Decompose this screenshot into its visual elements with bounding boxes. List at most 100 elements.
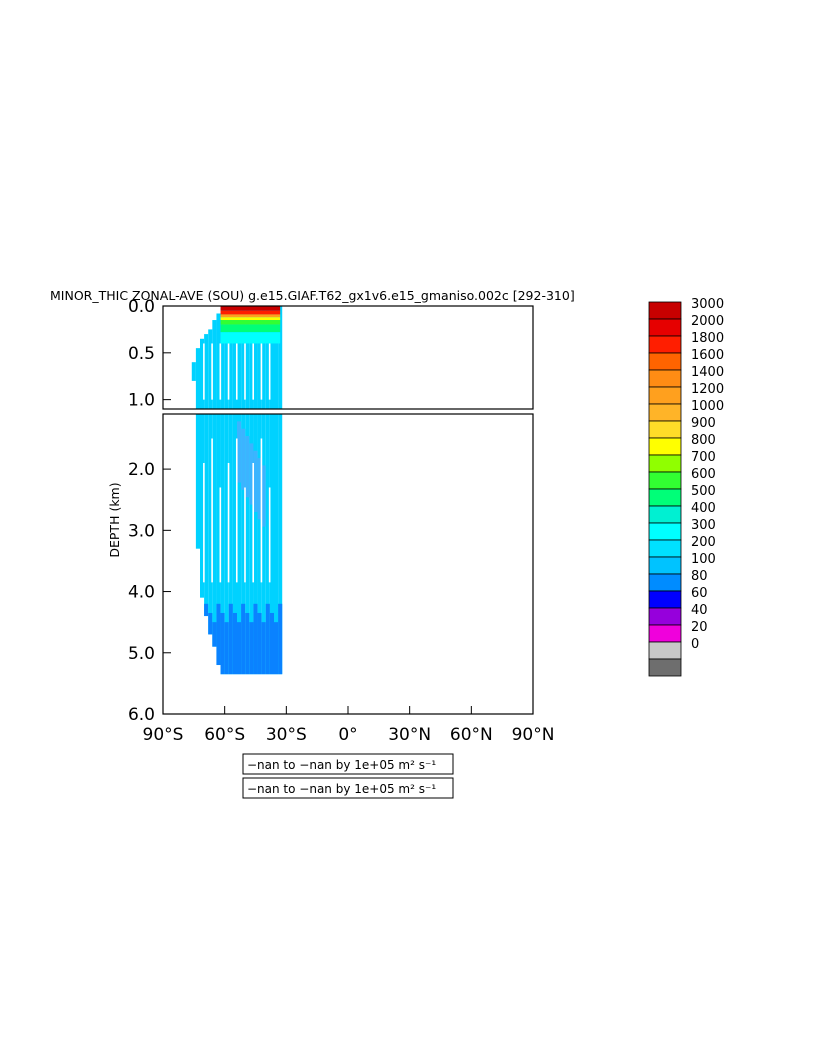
field-surface-band	[220, 320, 281, 325]
y-tick-label: 6.0	[128, 705, 155, 725]
field-column	[200, 414, 205, 598]
y-axis: 0.0 0.5 1.0 2.0 3.0 4.0 5.0 6.0	[128, 297, 171, 725]
field-column	[261, 414, 266, 675]
colorbar-label: 80	[691, 569, 708, 584]
field-column	[253, 306, 258, 409]
field-column	[274, 414, 279, 675]
colorbar-label: 1600	[691, 348, 724, 363]
colorbar-label: 0	[691, 637, 699, 652]
x-tick-label: 0°	[338, 725, 357, 745]
colorbar-swatch	[648, 488, 682, 507]
field-column	[269, 306, 274, 409]
field-column	[241, 414, 246, 675]
colorbar-label: 1000	[691, 399, 724, 414]
field-gap	[227, 462, 230, 583]
colorbar-swatch	[648, 590, 682, 609]
y-axis-label: DEPTH (km)	[107, 482, 122, 557]
field-column	[237, 306, 242, 409]
colorbar-label: 800	[691, 433, 716, 448]
colorbar-swatch	[648, 624, 682, 643]
colorbar-swatch	[648, 505, 682, 524]
field-column-deep	[208, 612, 213, 635]
field-column-deep	[249, 622, 254, 675]
colorbar-swatch	[648, 471, 682, 490]
field-column	[274, 306, 279, 409]
colorbar-label: 20	[691, 620, 708, 635]
colorbar-label: 500	[691, 484, 716, 499]
colorbar-swatch	[648, 369, 682, 388]
field-gap	[268, 487, 271, 583]
field-column	[220, 414, 225, 675]
field-surface-band	[220, 324, 281, 333]
field-column-deep	[241, 603, 246, 675]
colorbar-swatch	[648, 437, 682, 456]
field-column-deep	[232, 612, 237, 675]
field-column	[245, 414, 250, 675]
field-surface-band	[220, 314, 281, 318]
colorbar-swatch	[648, 454, 682, 473]
field-column	[228, 306, 233, 409]
contour-info-box-1: −nan to −nan by 1e+05 m² s⁻¹	[242, 753, 454, 775]
field-column	[220, 307, 225, 409]
field-column	[216, 414, 221, 666]
contour-info-text-1: −nan to −nan by 1e+05 m² s⁻¹	[247, 758, 436, 772]
field-column	[278, 306, 283, 409]
colorbar-label: 60	[691, 586, 708, 601]
colorbar-label: 300	[691, 518, 716, 533]
field-column-deep	[237, 622, 242, 675]
field-column-deep	[274, 622, 279, 675]
y-tick-label: 2.0	[128, 460, 155, 480]
field-column	[241, 306, 246, 409]
colorbar-label: 900	[691, 416, 716, 431]
colorbar-legend: 3000200018001600140012001000900800700600…	[648, 297, 724, 677]
colorbar-swatch	[648, 641, 682, 660]
x-tick-label: 30°S	[266, 725, 307, 745]
colorbar-swatch	[648, 352, 682, 371]
x-tick-label: 30°N	[388, 725, 431, 745]
field-column	[212, 320, 217, 409]
field-column	[253, 414, 258, 675]
field-column-shade	[241, 428, 246, 490]
field-column-deep	[204, 603, 209, 617]
y-tick-label: 5.0	[128, 644, 155, 664]
x-tick-label: 90°N	[512, 725, 555, 745]
colorbar-swatch	[648, 539, 682, 558]
field-column	[249, 306, 254, 409]
colorbar-swatch	[648, 556, 682, 575]
field-column	[237, 414, 242, 675]
field-surface-band	[220, 310, 281, 315]
field-column	[212, 414, 217, 647]
colorbar-label: 1800	[691, 331, 724, 346]
colorbar-swatch	[648, 301, 682, 320]
field-surface-band	[220, 317, 281, 321]
y-tick-label: 3.0	[128, 521, 155, 541]
colorbar-label: 1200	[691, 382, 724, 397]
field-column	[204, 334, 209, 409]
field-column	[257, 414, 262, 675]
colorbar-label: 700	[691, 450, 716, 465]
field-gap	[252, 343, 255, 400]
colorbar-label: 3000	[691, 297, 724, 312]
field-column	[208, 329, 213, 409]
field-column	[278, 414, 283, 675]
field-column	[261, 306, 266, 409]
field-column-deep	[257, 612, 262, 675]
colorbar-label: 40	[691, 603, 708, 618]
colorbar-swatch	[648, 420, 682, 439]
colorbar-swatch	[648, 335, 682, 354]
field-column-shade	[261, 465, 266, 527]
field-column	[216, 313, 221, 409]
field-gap	[244, 343, 246, 400]
field-column	[232, 414, 237, 675]
field-column	[257, 306, 262, 409]
field-column-deep	[228, 603, 233, 675]
field-gap	[203, 462, 205, 583]
colorbar-swatch	[648, 573, 682, 592]
field-column	[245, 306, 250, 409]
field-column	[200, 338, 205, 409]
colorbar-swatch	[648, 607, 682, 626]
field-gap	[203, 343, 205, 400]
field-column	[195, 414, 200, 549]
colorbar-label: 2000	[691, 314, 724, 329]
